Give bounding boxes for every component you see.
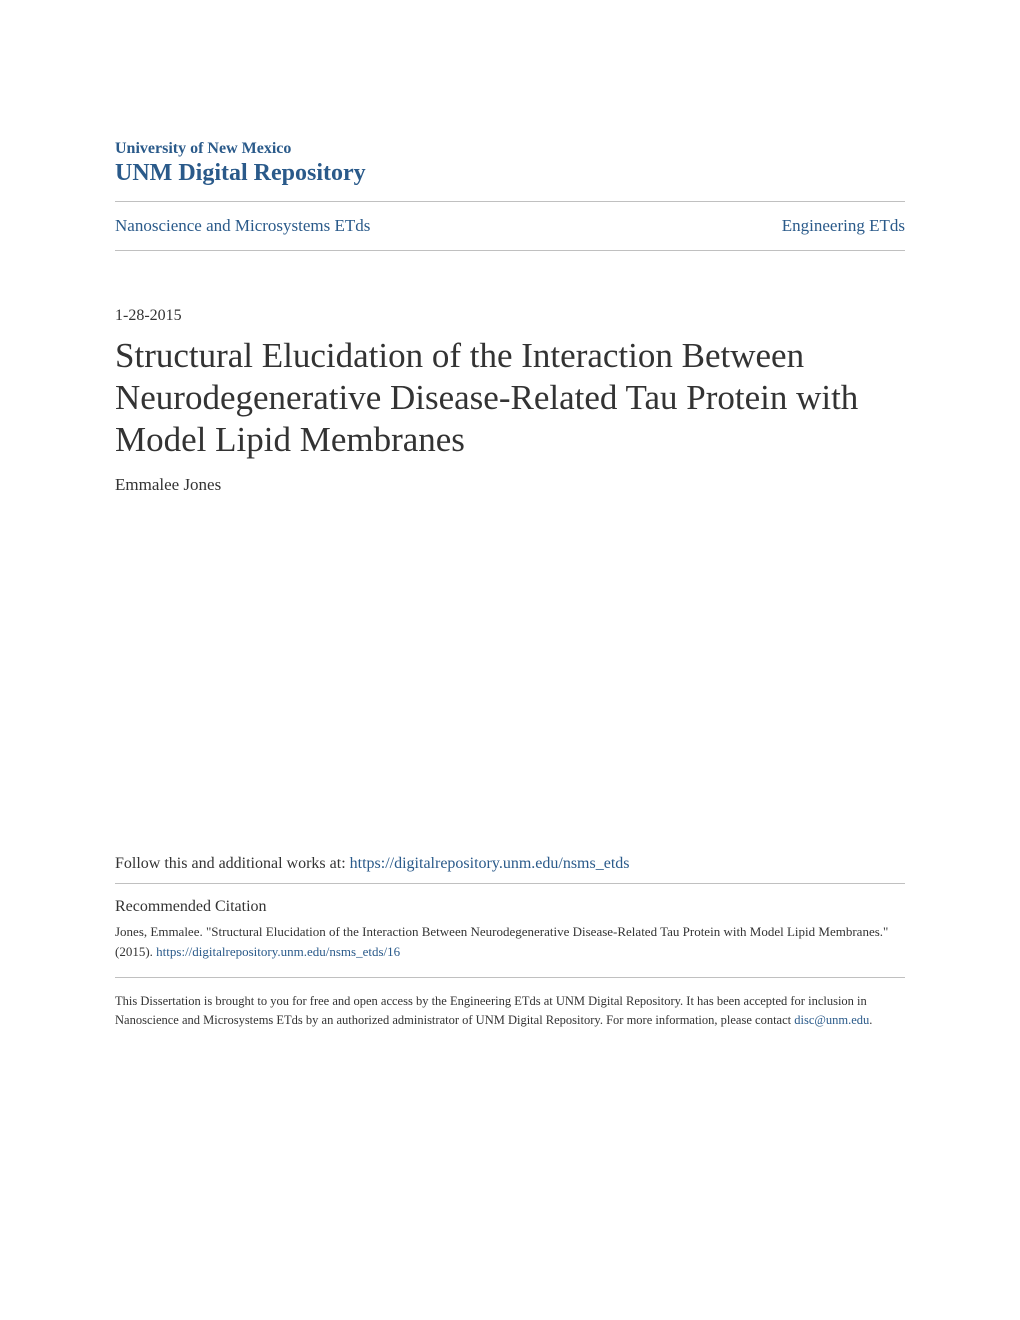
breadcrumb-row: Nanoscience and Microsystems ETds Engine…	[115, 202, 905, 250]
document-date: 1-28-2015	[115, 307, 905, 325]
footer-email-link[interactable]: disc@unm.edu	[794, 1013, 869, 1027]
citation-divider	[115, 977, 905, 978]
document-title: Structural Elucidation of the Interactio…	[115, 335, 905, 461]
breadcrumb-left-link[interactable]: Nanoscience and Microsystems ETds	[115, 216, 370, 236]
citation-text: Jones, Emmalee. "Structural Elucidation …	[115, 922, 905, 961]
footer-suffix: .	[869, 1013, 872, 1027]
institution-name: University of New Mexico	[115, 140, 905, 158]
repository-name[interactable]: UNM Digital Repository	[115, 160, 905, 187]
page-header: University of New Mexico UNM Digital Rep…	[115, 140, 905, 187]
follow-prefix: Follow this and additional works at:	[115, 855, 350, 872]
citation-heading: Recommended Citation	[115, 898, 905, 916]
breadcrumb-right-link[interactable]: Engineering ETds	[782, 216, 905, 236]
breadcrumb-divider	[115, 250, 905, 251]
follow-url-link[interactable]: https://digitalrepository.unm.edu/nsms_e…	[350, 855, 630, 872]
follow-section: Follow this and additional works at: htt…	[115, 855, 905, 873]
footer-prefix: This Dissertation is brought to you for …	[115, 994, 867, 1027]
document-author: Emmalee Jones	[115, 475, 905, 495]
follow-divider	[115, 883, 905, 884]
footer-text: This Dissertation is brought to you for …	[115, 992, 905, 1030]
citation-url-link[interactable]: https://digitalrepository.unm.edu/nsms_e…	[156, 944, 400, 959]
